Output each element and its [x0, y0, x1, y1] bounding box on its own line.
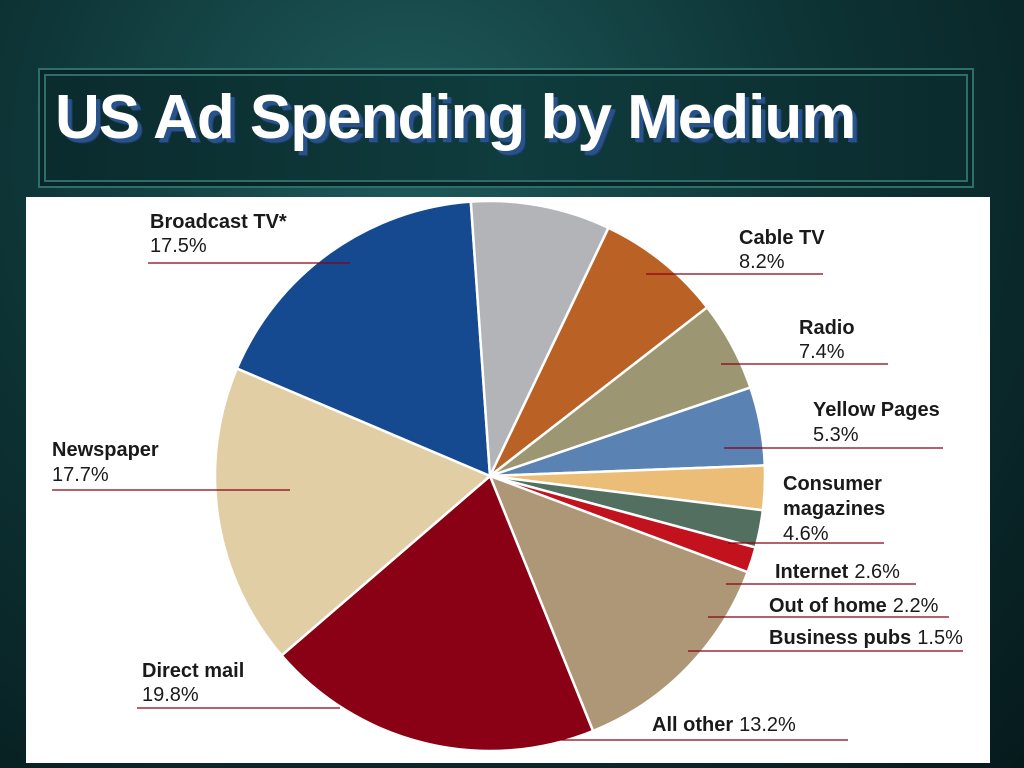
- label-value-internet: 2.6%: [854, 561, 900, 583]
- label-name-cable-tv: Cable TV: [739, 227, 825, 249]
- pie-slice-radio: [488, 226, 709, 478]
- label-name-internet: Internet: [775, 561, 849, 583]
- label-value-direct-mail: 19.8%: [142, 684, 199, 706]
- label-value-broadcast-tv: 17.5%: [150, 235, 207, 257]
- label-value-radio: 7.4%: [799, 341, 845, 363]
- label-name-out-of-home: Out of home: [769, 595, 887, 617]
- label-value-newspaper: 17.7%: [52, 464, 109, 486]
- title-panel: [40, 70, 972, 186]
- label-business-pubs: Business pubs 1.5%: [769, 627, 963, 649]
- label-name-radio: Radio: [799, 317, 855, 339]
- label-value-consumer-magazines: 4.6%: [783, 523, 829, 545]
- label-internet: Internet 2.6%: [775, 561, 900, 583]
- label-name-business-pubs: Business pubs: [769, 627, 911, 649]
- pie-slice-direct-mail: [280, 474, 595, 753]
- label-value-out-of-home: 2.2%: [893, 595, 939, 617]
- pie-slice-all-other: [488, 474, 749, 733]
- pie-slice-newspaper: [213, 367, 492, 657]
- label-out-of-home: Out of home 2.2%: [769, 595, 939, 617]
- label-name-yellow-pages: Yellow Pages: [813, 399, 940, 421]
- label-name-consumer-magazines-line1: Consumer: [783, 473, 882, 495]
- label-name-newspaper: Newspaper: [52, 439, 159, 461]
- label-value-business-pubs: 1.5%: [917, 627, 963, 649]
- pie-slice-cable-tv: [469, 199, 610, 478]
- pie-slices: [213, 199, 767, 753]
- label-value-yellow-pages: 5.3%: [813, 424, 859, 446]
- chart-title: US Ad Spending by Medium: [55, 83, 856, 152]
- label-name-all-other: All other: [652, 714, 733, 736]
- label-all-other: All other 13.2%: [652, 714, 796, 736]
- label-name-consumer-magazines-line2: magazines: [783, 498, 885, 520]
- label-value-all-other: 13.2%: [739, 714, 796, 736]
- pie-slice-broadcast-tv: [235, 200, 492, 478]
- label-name-broadcast-tv: Broadcast TV*: [150, 211, 287, 233]
- label-name-direct-mail: Direct mail: [142, 660, 244, 682]
- label-value-cable-tv: 8.2%: [739, 251, 785, 273]
